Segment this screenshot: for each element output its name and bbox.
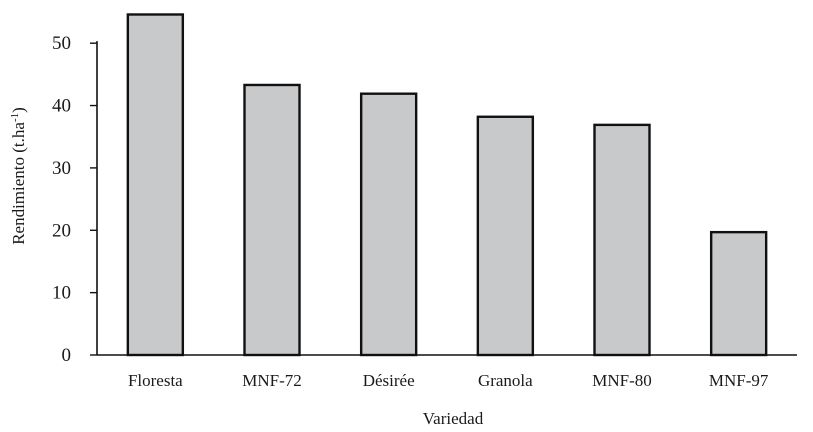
y-ticks-group: 0 10 20 30 40 50 bbox=[52, 33, 97, 366]
x-tick-label: MNF-72 bbox=[242, 371, 302, 390]
bar-d-sir-e bbox=[359, 92, 418, 357]
y-tick-label: 20 bbox=[52, 220, 71, 241]
x-axis-title: Variedad bbox=[423, 409, 484, 428]
y-axis-title-superscript: -1 bbox=[9, 113, 21, 122]
y-tick-label: 0 bbox=[62, 345, 72, 366]
x-tick-labels-group: Floresta MNF-72 Désirée Granola MNF-80 MNF-97 bbox=[128, 371, 769, 390]
x-tick-label: MNF-97 bbox=[709, 371, 769, 390]
y-tick-label: 10 bbox=[52, 283, 71, 304]
axes-group bbox=[96, 41, 797, 356]
x-tick-label: Floresta bbox=[128, 371, 183, 390]
bar-floresta bbox=[126, 13, 185, 357]
y-axis-title-close: ) bbox=[9, 107, 28, 113]
y-axis-title: Rendimiento (t.ha-1) bbox=[9, 107, 28, 245]
y-tick-label: 40 bbox=[52, 96, 71, 117]
y-tick-label: 50 bbox=[52, 33, 71, 54]
bars-group bbox=[126, 13, 768, 357]
x-tick-label: Granola bbox=[478, 371, 533, 390]
y-axis-title-main: Rendimiento (t.ha bbox=[9, 122, 28, 245]
bar-granola bbox=[476, 115, 535, 357]
bar-mnf-97 bbox=[709, 230, 768, 357]
y-tick-label: 30 bbox=[52, 158, 71, 179]
x-tick-label: Désirée bbox=[363, 371, 415, 390]
bar-mnf-80 bbox=[593, 123, 651, 357]
bar-mnf-72 bbox=[243, 83, 301, 357]
x-tick-label: MNF-80 bbox=[592, 371, 652, 390]
